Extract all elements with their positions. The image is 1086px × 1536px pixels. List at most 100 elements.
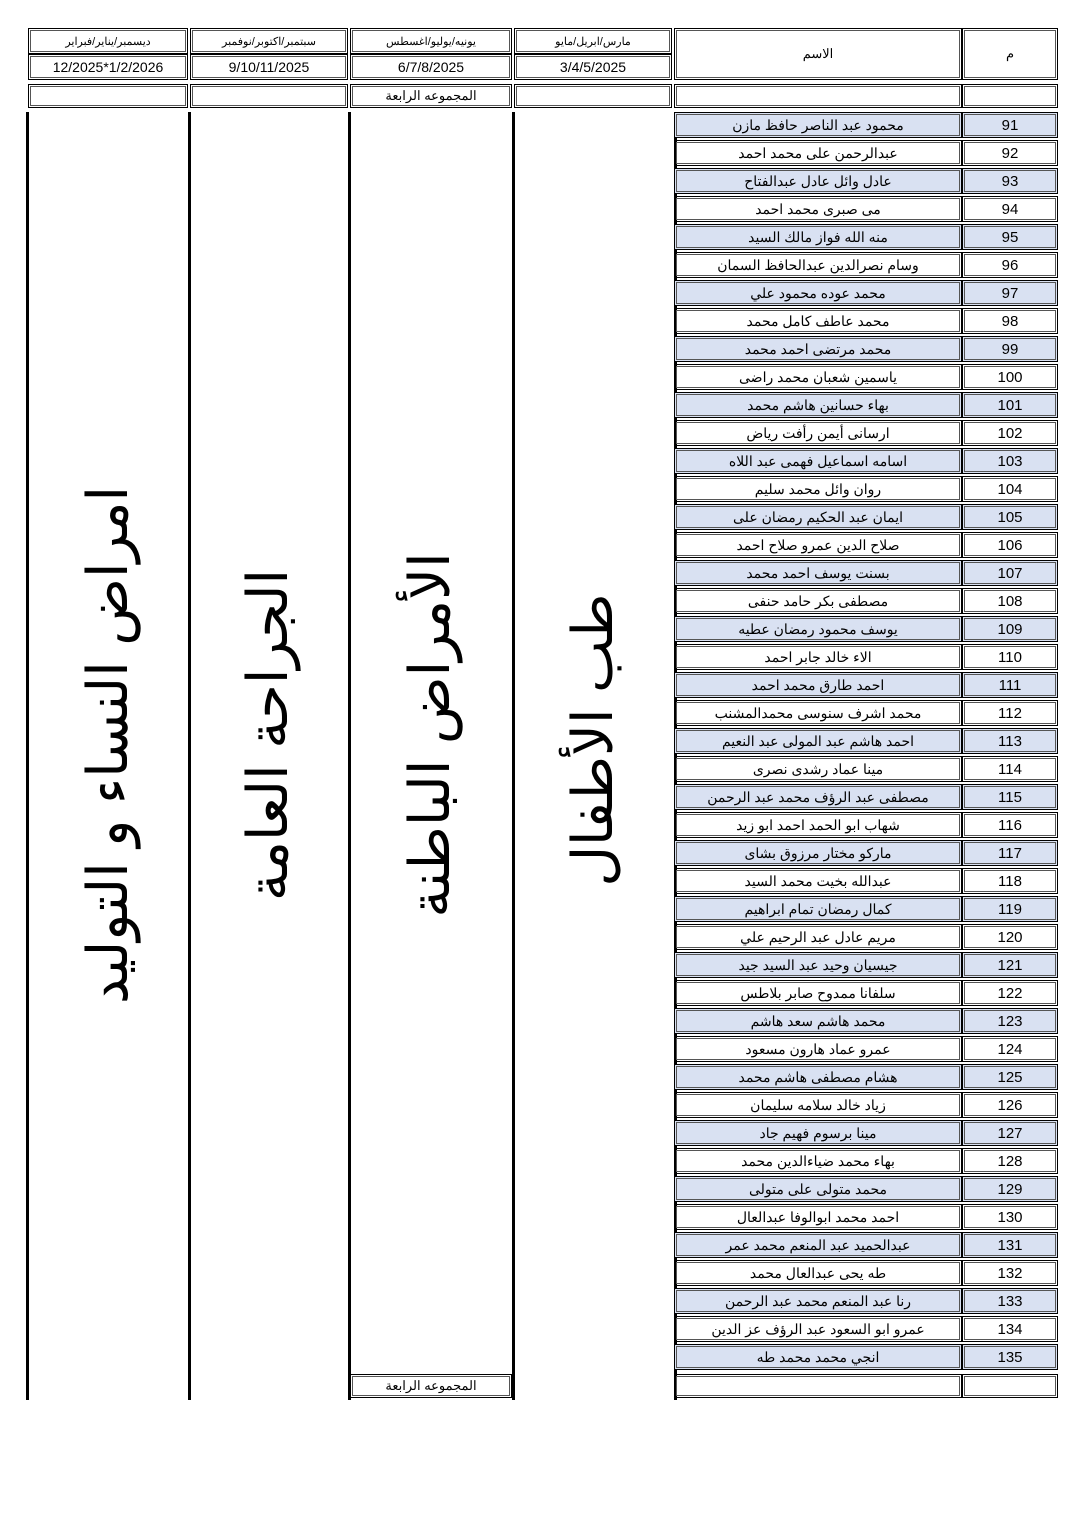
period-2-months: يونيه/يوليو/اغسطس <box>350 28 512 54</box>
student-name: احمد هاشم عبد المولى عبد النعيم <box>674 728 962 754</box>
student-name: احمد طارق محمد احمد <box>674 672 962 698</box>
student-number: 104 <box>962 476 1058 502</box>
rotation-column-4 <box>26 112 191 1400</box>
student-name: الاء خالد جابر احمد <box>674 644 962 670</box>
student-number: 96 <box>962 252 1058 278</box>
group-label-bottom: المجموعه الرابعة <box>350 1374 512 1398</box>
student-name: صلاح الدين عمرو صلاح احمد <box>674 532 962 558</box>
student-number: 119 <box>962 896 1058 922</box>
student-number: 120 <box>962 924 1058 950</box>
rotation-pediatrics: طب الأطفال <box>561 593 624 887</box>
student-name: مصطفى عبد الرؤف محمد عبد الرحمن <box>674 784 962 810</box>
student-name: ياسمين شعبان محمد راضى <box>674 364 962 390</box>
student-number: 97 <box>962 280 1058 306</box>
student-number: 110 <box>962 644 1058 670</box>
student-name: بهاء حسانين هاشم محمد <box>674 392 962 418</box>
student-number: 101 <box>962 392 1058 418</box>
student-name: محمد اشرف سنوسى محمدالمشنب <box>674 700 962 726</box>
student-name: عبدالله بخيت محمد السيد <box>674 868 962 894</box>
student-number: 133 <box>962 1288 1058 1314</box>
student-number: 129 <box>962 1176 1058 1202</box>
student-name: محمد عاطف كامل محمد <box>674 308 962 334</box>
rotation-general-surgery: الجراحة العامة <box>236 568 299 902</box>
student-number: 93 <box>962 168 1058 194</box>
rotation-internal-medicine: الأمراض الباطنة <box>398 552 461 918</box>
student-name: ماركو مختار مرزوق بشاى <box>674 840 962 866</box>
student-name: محمد هاشم سعد هاشم <box>674 1008 962 1034</box>
student-number: 100 <box>962 364 1058 390</box>
student-number: 102 <box>962 420 1058 446</box>
student-name: محمد عوده محمود علي <box>674 280 962 306</box>
student-name: عبدالحميد عبد المنعم محمد عمر <box>674 1232 962 1258</box>
student-number: 122 <box>962 980 1058 1006</box>
student-name: شهاب ابو الحمد احمد ابو زيد <box>674 812 962 838</box>
period-1-months: مارس/ابريل/مايو <box>514 28 672 54</box>
student-name: مينا عماد رشدى نصرى <box>674 756 962 782</box>
student-number: 135 <box>962 1344 1058 1370</box>
student-name: مصطفى بكر حامد حنفى <box>674 588 962 614</box>
student-number: 91 <box>962 112 1058 138</box>
student-name: مينا برسوم فهيم جاد <box>674 1120 962 1146</box>
rotation-obgyn: امراض النساء و التوليد <box>76 485 139 1005</box>
student-name: مريم عادل عبد الرحيم علي <box>674 924 962 950</box>
number-header: م <box>962 28 1058 80</box>
student-name: زياد خالد سلامه سليمان <box>674 1092 962 1118</box>
student-number: 108 <box>962 588 1058 614</box>
group-row-period-3 <box>190 84 348 108</box>
student-name: سلفانا ممدوح صابر بلاطس <box>674 980 962 1006</box>
group-label-top: المجموعه الرابعة <box>350 84 512 108</box>
student-name: كمال رمضان تمام ابراهيم <box>674 896 962 922</box>
period-2-dates: 6/7/8/2025 <box>350 54 512 80</box>
period-3-dates: 9/10/11/2025 <box>190 54 348 80</box>
student-name: محمود عبد الناصر حافظ مازن <box>674 112 962 138</box>
student-number: 112 <box>962 700 1058 726</box>
student-number: 114 <box>962 756 1058 782</box>
student-name: اسامه اسماعيل فهمى عبد اللاه <box>674 448 962 474</box>
student-number: 115 <box>962 784 1058 810</box>
student-number: 125 <box>962 1064 1058 1090</box>
student-name: عمرو عماد هارون مسعود <box>674 1036 962 1062</box>
student-name: محمد متولى على متولى <box>674 1176 962 1202</box>
student-name: بهاء محمد ضياءالدين محمد <box>674 1148 962 1174</box>
student-name: احمد محمد ابوالوفا عبدالعال <box>674 1204 962 1230</box>
student-name: هشام مصطفى هاشم محمد <box>674 1064 962 1090</box>
student-number: 107 <box>962 560 1058 586</box>
student-name: طه يحى عبدالعال محمد <box>674 1260 962 1286</box>
student-name: محمد مرتضى احمد محمد <box>674 336 962 362</box>
student-number: 134 <box>962 1316 1058 1342</box>
student-number: 123 <box>962 1008 1058 1034</box>
student-name: عبدالرحمن على محمد احمد <box>674 140 962 166</box>
group-row-period-1 <box>514 84 672 108</box>
student-number: 109 <box>962 616 1058 642</box>
period-4-months: ديسمبر/يناير/فبراير <box>28 28 188 54</box>
student-number: 118 <box>962 868 1058 894</box>
group-row-name <box>674 84 962 108</box>
student-name: عادل وائل عادل عبدالفتاح <box>674 168 962 194</box>
student-name: عمرو ابو السعود عبد الرؤف عز الدين <box>674 1316 962 1342</box>
student-number: 94 <box>962 196 1058 222</box>
student-number: 127 <box>962 1120 1058 1146</box>
bottom-row-name <box>674 1374 962 1398</box>
student-name: وسام نصرالدين عبدالحافظ السمان <box>674 252 962 278</box>
student-number: 111 <box>962 672 1058 698</box>
student-name: انجي محمد محمد طه <box>674 1344 962 1370</box>
group-row-period-4 <box>28 84 188 108</box>
student-number: 95 <box>962 224 1058 250</box>
student-number: 105 <box>962 504 1058 530</box>
student-number: 130 <box>962 1204 1058 1230</box>
student-number: 117 <box>962 840 1058 866</box>
period-4-dates: 12/2025*1/2/2026 <box>28 54 188 80</box>
student-number: 106 <box>962 532 1058 558</box>
student-name: جيسيان وحيد عبد السيد جيد <box>674 952 962 978</box>
student-name: ارسانى أيمن رأفت رياض <box>674 420 962 446</box>
student-number: 113 <box>962 728 1058 754</box>
student-number: 126 <box>962 1092 1058 1118</box>
student-number: 116 <box>962 812 1058 838</box>
student-number: 103 <box>962 448 1058 474</box>
student-number: 92 <box>962 140 1058 166</box>
student-number: 131 <box>962 1232 1058 1258</box>
student-number: 128 <box>962 1148 1058 1174</box>
student-number: 132 <box>962 1260 1058 1286</box>
student-number: 124 <box>962 1036 1058 1062</box>
student-name: منه الله فواز مالك السيد <box>674 224 962 250</box>
